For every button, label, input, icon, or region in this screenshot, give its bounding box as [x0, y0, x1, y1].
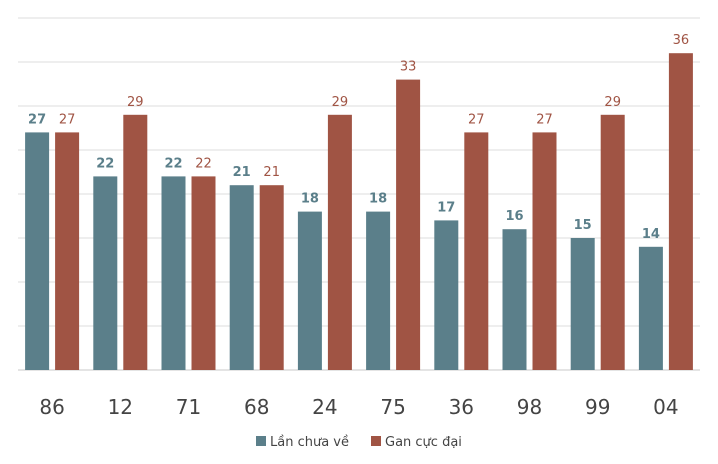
x-tick-label-24: 24: [312, 395, 337, 419]
data-label-lan-chua-ve-99: 15: [574, 218, 592, 233]
data-label-lan-chua-ve-71: 22: [164, 156, 182, 171]
data-label-lan-chua-ve-04: 14: [642, 227, 660, 242]
bar-gan-cuc-dai-99: [600, 114, 625, 370]
legend-label-gan-cuc-dai: Gan cực đại: [385, 435, 462, 450]
bar-gan-cuc-dai-98: [532, 132, 557, 370]
x-tick-label-75: 75: [380, 395, 405, 419]
legend-swatch-gan-cuc-dai: [371, 436, 381, 446]
data-label-gan-cuc-dai-75: 33: [400, 60, 417, 75]
data-label-lan-chua-ve-68: 21: [233, 165, 251, 180]
data-label-lan-chua-ve-86: 27: [28, 112, 46, 127]
data-label-gan-cuc-dai-12: 29: [127, 95, 144, 110]
x-tick-label-99: 99: [585, 395, 610, 419]
bar-gan-cuc-dai-04: [668, 53, 693, 370]
bar-lan-chua-ve-68: [229, 185, 254, 370]
data-label-gan-cuc-dai-98: 27: [536, 112, 553, 127]
data-label-gan-cuc-dai-36: 27: [468, 112, 485, 127]
data-label-gan-cuc-dai-99: 29: [604, 95, 621, 110]
bar-lan-chua-ve-04: [638, 246, 663, 370]
gridlines: [18, 17, 700, 371]
bar-lan-chua-ve-98: [502, 229, 527, 370]
data-labels: 27 27 22 29 22 22 21 21 18 29 18 33 17 27 16 27 15 29 14 36: [28, 33, 689, 242]
x-tick-label-36: 36: [449, 395, 474, 419]
data-label-lan-chua-ve-75: 18: [369, 192, 387, 207]
bar-gan-cuc-dai-71: [191, 176, 216, 370]
data-label-gan-cuc-dai-68: 21: [263, 165, 280, 180]
bar-gan-cuc-dai-36: [464, 132, 489, 370]
bar-gan-cuc-dai-24: [327, 114, 352, 370]
data-label-gan-cuc-dai-04: 36: [673, 33, 690, 48]
bar-lan-chua-ve-86: [25, 132, 50, 370]
bar-lan-chua-ve-12: [93, 176, 118, 370]
data-label-lan-chua-ve-24: 18: [301, 192, 319, 207]
x-tick-label-86: 86: [39, 395, 64, 419]
x-tick-label-12: 12: [108, 395, 133, 419]
bar-gan-cuc-dai-12: [123, 114, 148, 370]
data-label-gan-cuc-dai-24: 29: [332, 95, 349, 110]
data-label-lan-chua-ve-36: 17: [437, 200, 455, 215]
x-axis: 86 12 71 68 24 75 36 98 99 04: [39, 395, 678, 419]
bar-gan-cuc-dai-68: [259, 185, 284, 370]
x-tick-label-98: 98: [517, 395, 542, 419]
bar-gan-cuc-dai-75: [396, 79, 421, 370]
bar-lan-chua-ve-71: [161, 176, 186, 370]
data-label-gan-cuc-dai-71: 22: [195, 156, 212, 171]
legend: Lần chưa về Gan cực đại: [256, 435, 462, 450]
bar-lan-chua-ve-75: [366, 211, 391, 370]
data-label-gan-cuc-dai-86: 27: [59, 112, 76, 127]
x-tick-label-04: 04: [653, 395, 678, 419]
bars: [25, 53, 693, 370]
x-tick-label-68: 68: [244, 395, 269, 419]
data-label-lan-chua-ve-98: 16: [505, 209, 523, 224]
legend-swatch-lan-chua-ve: [256, 436, 266, 446]
bar-lan-chua-ve-36: [434, 220, 459, 370]
data-label-lan-chua-ve-12: 22: [96, 156, 114, 171]
bar-lan-chua-ve-24: [297, 211, 322, 370]
bar-gan-cuc-dai-86: [55, 132, 80, 370]
x-tick-label-71: 71: [176, 395, 201, 419]
legend-label-lan-chua-ve: Lần chưa về: [270, 435, 349, 450]
bar-lan-chua-ve-99: [570, 238, 595, 370]
